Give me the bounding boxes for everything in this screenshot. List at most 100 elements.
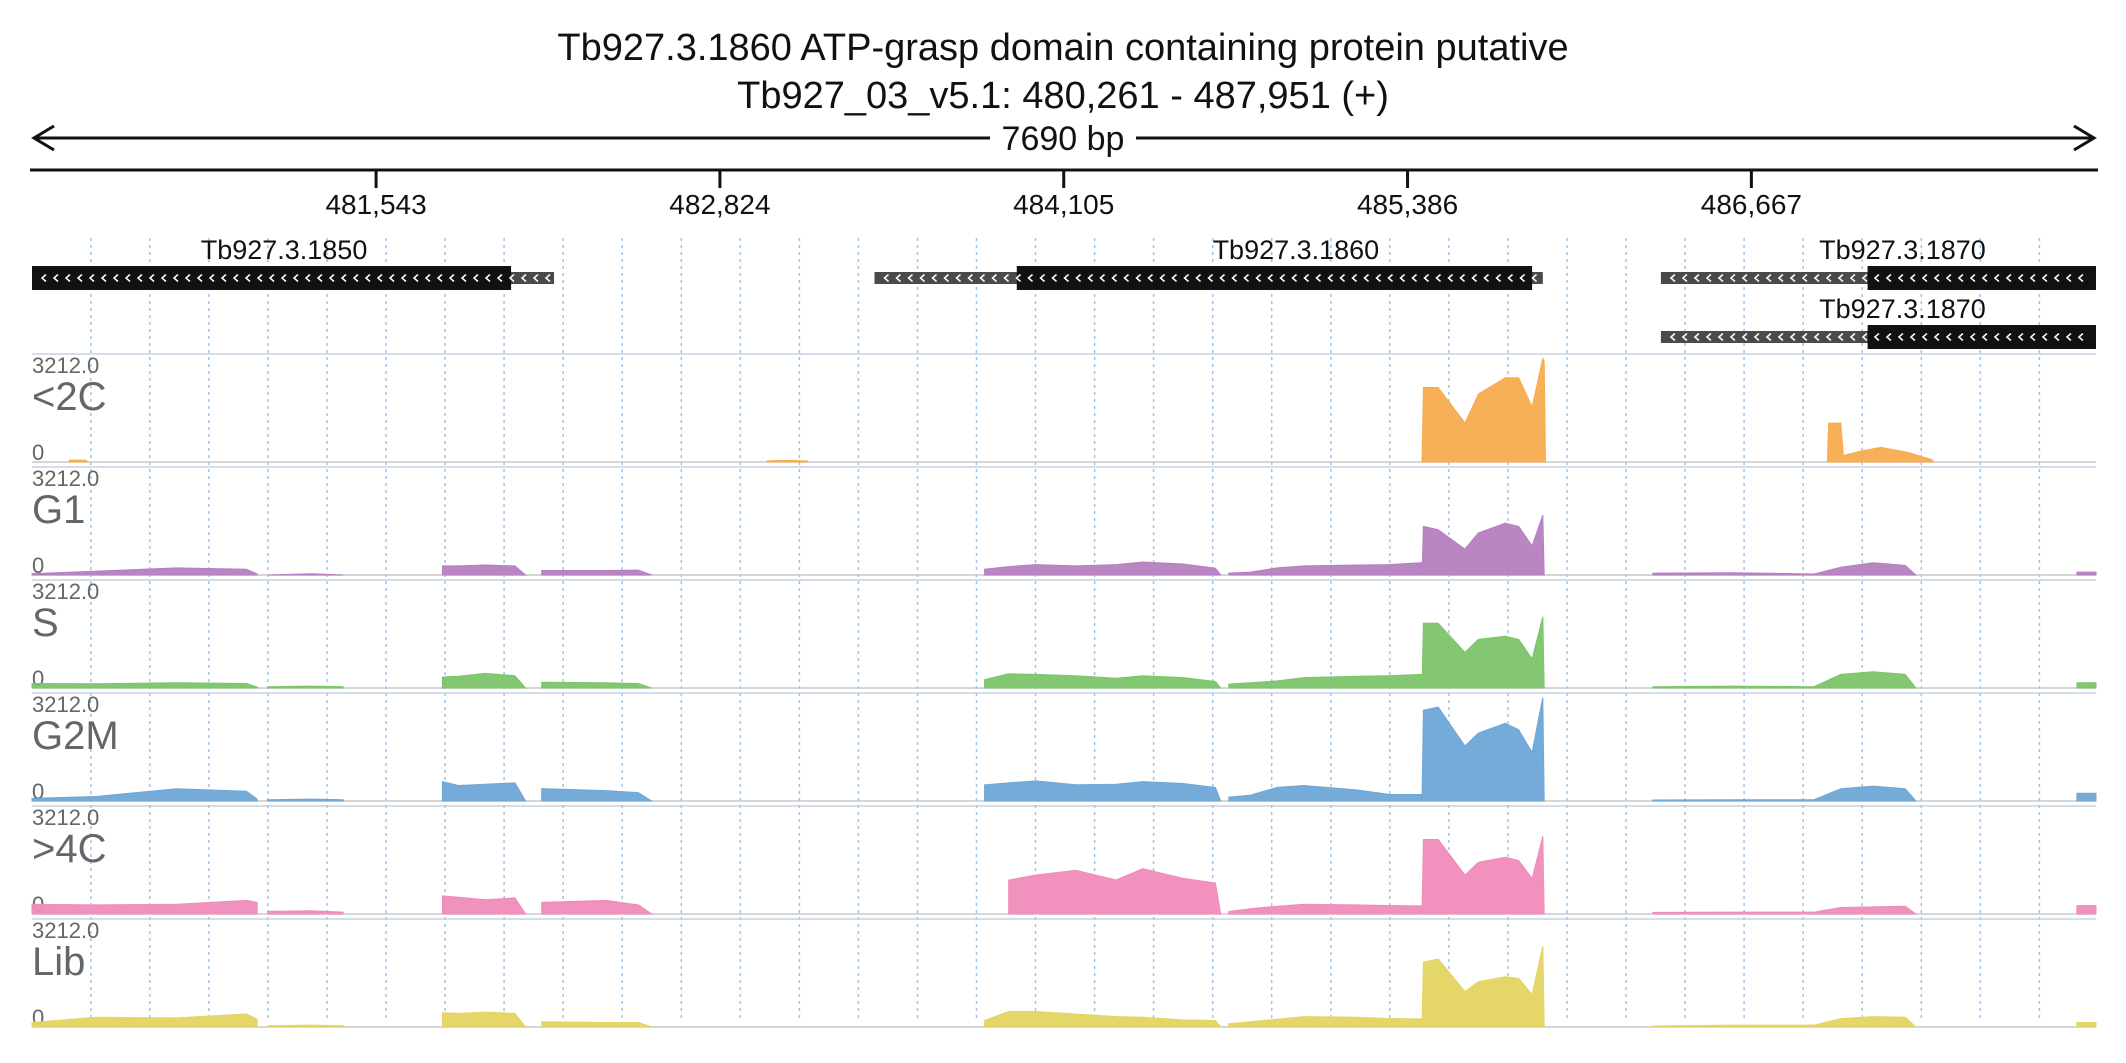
strand-arrow-icon (1705, 273, 1712, 283)
strand-arrow-icon (1411, 273, 1418, 283)
strand-arrow-icon (1339, 273, 1346, 283)
strand-arrow-icon (2065, 332, 2072, 342)
strand-arrow-icon (1861, 273, 1868, 283)
strand-arrow-icon (1531, 273, 1538, 283)
strand-arrow-icon (1801, 273, 1808, 283)
coverage-area (31, 788, 258, 802)
x-tick-label: 481,543 (325, 189, 426, 220)
strand-arrow-icon (1669, 332, 1676, 342)
strand-arrow-icon (2029, 273, 2036, 283)
strand-arrow-icon (1363, 273, 1370, 283)
gene-cds-box (1016, 266, 1533, 290)
strand-arrow-icon (1909, 332, 1916, 342)
strand-arrow-icon (1789, 332, 1796, 342)
strand-arrow-icon (1267, 273, 1274, 283)
strand-arrow-icon (1459, 273, 1466, 283)
gene-label: Tb927.3.1870 (1819, 294, 1986, 324)
strand-arrow-icon (280, 273, 287, 283)
strand-arrow-icon (1195, 273, 1202, 283)
chart-title: Tb927.3.1860 ATP-grasp domain containing… (557, 27, 1568, 69)
track-scale-max: 3212.0 (32, 918, 99, 943)
strand-arrow-icon (1957, 332, 1964, 342)
strand-arrow-icon (532, 273, 539, 283)
strand-arrow-icon (2065, 273, 2072, 283)
strand-arrow-icon (172, 273, 179, 283)
strand-arrow-icon (220, 273, 227, 283)
coverage-area (267, 685, 344, 689)
coverage-area (31, 1013, 258, 1028)
coverage-area (541, 681, 652, 689)
strand-arrow-icon (1825, 273, 1832, 283)
strand-arrow-icon (1873, 332, 1880, 342)
strand-arrow-icon (1075, 273, 1082, 283)
coverage-area (1652, 671, 1917, 689)
strand-arrow-icon (1681, 332, 1688, 342)
strand-arrow-icon (1039, 273, 1046, 283)
strand-arrow-icon (1969, 332, 1976, 342)
coverage-area (984, 673, 1222, 689)
strand-arrow-icon (1183, 273, 1190, 283)
strand-arrow-icon (1291, 273, 1298, 283)
strand-arrow-icon (436, 273, 443, 283)
track-name: Lib (32, 940, 85, 984)
strand-arrow-icon (2077, 332, 2084, 342)
span-arrow-left-icon (31, 124, 55, 152)
strand-arrow-icon (1921, 273, 1928, 283)
strand-arrow-icon (2017, 332, 2024, 342)
strand-arrow-icon (1933, 273, 1940, 283)
strand-arrow-icon (52, 273, 59, 283)
strand-arrow-icon (1375, 273, 1382, 283)
strand-arrow-icon (1933, 332, 1940, 342)
coverage-area (1652, 905, 1918, 915)
strand-arrow-icon (1669, 273, 1676, 283)
coverage-area (31, 899, 258, 915)
strand-arrow-icon (1435, 273, 1442, 283)
coverage-area (1228, 903, 1423, 915)
coverage-area (1652, 1016, 1918, 1028)
strand-arrow-icon (424, 273, 431, 283)
strand-arrow-icon (1897, 332, 1904, 342)
track-name: G1 (32, 488, 85, 532)
coverage-area (1421, 697, 1545, 802)
strand-arrow-icon (448, 273, 455, 283)
strand-arrow-icon (1765, 332, 1772, 342)
strand-arrow-icon (1387, 273, 1394, 283)
strand-arrow-icon (907, 273, 914, 283)
strand-arrow-icon (1789, 273, 1796, 283)
strand-arrow-icon (2053, 332, 2060, 342)
strand-arrow-icon (1885, 273, 1892, 283)
strand-arrow-icon (1741, 332, 1748, 342)
coverage-area (1421, 514, 1545, 576)
strand-arrow-icon (2041, 273, 2048, 283)
track-name: S (32, 601, 59, 645)
track-scale-min: 0 (32, 553, 44, 578)
gene-label: Tb927.3.1850 (201, 235, 368, 265)
strand-arrow-icon (1423, 273, 1430, 283)
coverage-area (441, 672, 527, 689)
strand-arrow-icon (1753, 332, 1760, 342)
strand-arrow-icon (1351, 273, 1358, 283)
strand-arrow-icon (1255, 273, 1262, 283)
coverage-area (1826, 422, 1935, 463)
chart-subtitle: Tb927_03_v5.1: 480,261 - 487,951 (+) (737, 75, 1389, 117)
strand-arrow-icon (1111, 273, 1118, 283)
strand-arrow-icon (208, 273, 215, 283)
coverage-area (541, 899, 654, 915)
strand-arrow-icon (1099, 273, 1106, 283)
strand-arrow-icon (1399, 273, 1406, 283)
coverage-area (984, 780, 1222, 802)
span-label: 7690 bp (1002, 120, 1125, 158)
track-name: >4C (32, 827, 107, 871)
strand-arrow-icon (484, 273, 491, 283)
track-name: <2C (32, 375, 107, 419)
x-tick-label: 485,386 (1357, 189, 1458, 220)
strand-arrow-icon (1087, 273, 1094, 283)
strand-arrow-icon (1483, 273, 1490, 283)
coverage-area (1421, 945, 1545, 1028)
coverage-area (1421, 616, 1545, 689)
strand-arrow-icon (2005, 332, 2012, 342)
strand-arrow-icon (2041, 332, 2048, 342)
strand-arrow-icon (388, 273, 395, 283)
strand-arrow-icon (979, 273, 986, 283)
track-scale-max: 3212.0 (32, 692, 99, 717)
